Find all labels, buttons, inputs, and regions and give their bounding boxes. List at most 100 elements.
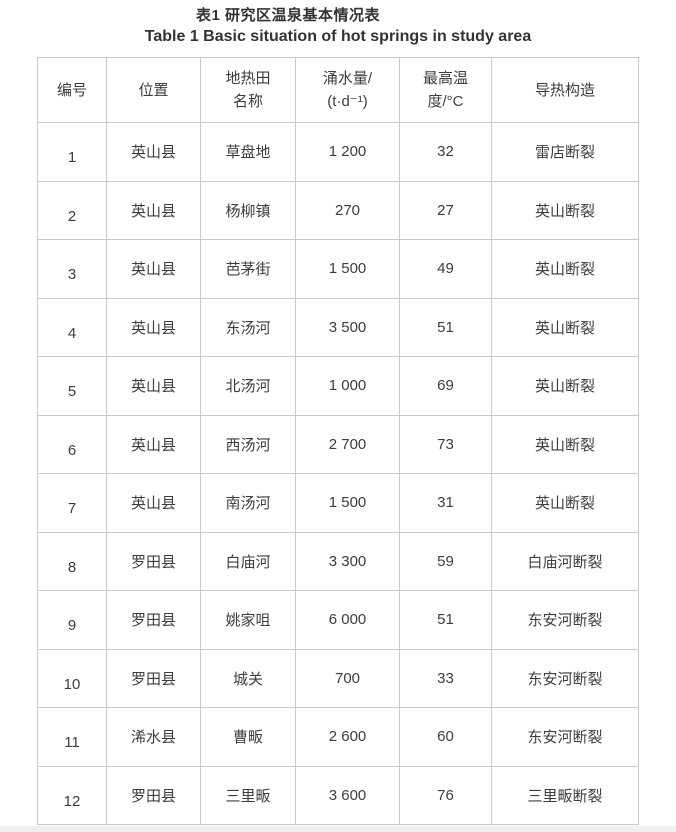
table-row: 12 罗田县 三里畈 3 600 76 三里畈断裂	[37, 765, 639, 825]
cell-water-yield: 3 600	[295, 765, 400, 825]
cell-location: 罗田县	[106, 590, 201, 650]
cell-water-yield: 6 000	[295, 590, 400, 650]
table-row: 8 罗田县 白庙河 3 300 59 白庙河断裂	[37, 531, 639, 591]
cell-max-temp: 73	[399, 414, 492, 474]
cell-number: 4	[37, 297, 107, 357]
cell-number: 7	[37, 473, 107, 533]
cell-location: 英山县	[106, 122, 201, 182]
table-row: 1 英山县 草盘地 1 200 32 雷店断裂	[37, 122, 639, 182]
cell-field-name: 曹畈	[200, 707, 296, 767]
cell-max-temp: 32	[399, 122, 492, 182]
cell-water-yield: 3 500	[295, 297, 400, 357]
cell-max-temp: 31	[399, 473, 492, 533]
table-body: 1 英山县 草盘地 1 200 32 雷店断裂 2 英山县 杨柳镇 270 27 英山断裂 3 英山县 芭茅…	[37, 122, 639, 825]
cell-field-name: 姚家咀	[200, 590, 296, 650]
cell-structure: 英山断裂	[491, 414, 639, 474]
cell-location: 浠水县	[106, 707, 201, 767]
col-header-line: 地热田	[225, 70, 271, 87]
cell-number: 9	[37, 590, 107, 650]
table-row: 9 罗田县 姚家咀 6 000 51 东安河断裂	[37, 590, 639, 650]
table-row: 7 英山县 南汤河 1 500 31 英山断裂	[37, 473, 639, 533]
col-header-line: 度/°C	[427, 93, 464, 110]
cell-max-temp: 51	[399, 590, 492, 650]
cell-number: 12	[37, 765, 107, 825]
cell-number: 6	[37, 414, 107, 474]
cell-water-yield: 1 500	[295, 473, 400, 533]
table-row: 4 英山县 东汤河 3 500 51 英山断裂	[37, 297, 639, 357]
cell-water-yield: 1 200	[295, 122, 400, 182]
cell-water-yield: 270	[295, 180, 400, 240]
col-header-line: 涌水量/	[322, 70, 373, 87]
cell-structure: 三里畈断裂	[491, 765, 639, 825]
cell-water-yield: 1 000	[295, 356, 400, 416]
cell-max-temp: 69	[399, 356, 492, 416]
cell-structure: 英山断裂	[491, 239, 639, 299]
cell-structure: 白庙河断裂	[491, 531, 639, 591]
cell-field-name: 北汤河	[200, 356, 296, 416]
col-header-location: 位置	[106, 57, 201, 123]
cell-field-name: 杨柳镇	[200, 180, 296, 240]
cell-max-temp: 60	[399, 707, 492, 767]
page-bottom-strip	[0, 826, 676, 832]
table-row: 3 英山县 芭茅街 1 500 49 英山断裂	[37, 239, 639, 299]
col-header-line: 编号	[56, 81, 87, 99]
cell-structure: 英山断裂	[491, 473, 639, 533]
cell-location: 英山县	[106, 180, 201, 240]
col-header-max-temp: 最高温 度/°C	[399, 57, 492, 123]
col-header-structure: 导热构造	[491, 57, 639, 123]
cell-location: 英山县	[106, 414, 201, 474]
hot-springs-table: 编号 位置 地热田 名称 涌水量/ (t·d⁻¹) 最高温 度/°C 导热构造	[37, 57, 639, 825]
col-header-line: 名称	[232, 93, 263, 110]
cell-max-temp: 51	[399, 297, 492, 357]
cell-structure: 东安河断裂	[491, 590, 639, 650]
table-caption-en: Table 1 Basic situation of hot springs i…	[144, 28, 532, 45]
table-row: 10 罗田县 城关 700 33 东安河断裂	[37, 648, 639, 708]
cell-water-yield: 2 700	[295, 414, 400, 474]
cell-location: 英山县	[106, 356, 201, 416]
cell-location: 英山县	[106, 239, 201, 299]
cell-max-temp: 33	[399, 648, 492, 708]
col-header-number: 编号	[37, 57, 107, 123]
cell-field-name: 城关	[200, 648, 296, 708]
cell-structure: 雷店断裂	[491, 122, 639, 182]
cell-number: 2	[37, 180, 107, 240]
table-row: 2 英山县 杨柳镇 270 27 英山断裂	[37, 180, 639, 240]
cell-field-name: 南汤河	[200, 473, 296, 533]
cell-structure: 东安河断裂	[491, 648, 639, 708]
cell-number: 3	[37, 239, 107, 299]
cell-structure: 东安河断裂	[491, 707, 639, 767]
col-header-line: 位置	[138, 81, 169, 99]
table-row: 5 英山县 北汤河 1 000 69 英山断裂	[37, 356, 639, 416]
col-header-line: (t·d⁻¹)	[327, 93, 368, 110]
cell-structure: 英山断裂	[491, 297, 639, 357]
cell-location: 罗田县	[106, 765, 201, 825]
col-header-water-yield: 涌水量/ (t·d⁻¹)	[295, 57, 400, 123]
table-caption-zh: 表1 研究区温泉基本情况表	[195, 7, 380, 24]
cell-field-name: 三里畈	[200, 765, 296, 825]
cell-number: 10	[37, 648, 107, 708]
cell-structure: 英山断裂	[491, 356, 639, 416]
cell-location: 罗田县	[106, 648, 201, 708]
cell-number: 1	[37, 122, 107, 182]
cell-water-yield: 700	[295, 648, 400, 708]
cell-structure: 英山断裂	[491, 180, 639, 240]
cell-location: 罗田县	[106, 531, 201, 591]
cell-water-yield: 2 600	[295, 707, 400, 767]
cell-field-name: 草盘地	[200, 122, 296, 182]
cell-number: 5	[37, 356, 107, 416]
cell-field-name: 芭茅街	[200, 239, 296, 299]
col-header-line: 导热构造	[534, 81, 595, 99]
cell-field-name: 白庙河	[200, 531, 296, 591]
cell-field-name: 西汤河	[200, 414, 296, 474]
table-row: 6 英山县 西汤河 2 700 73 英山断裂	[37, 414, 639, 474]
cell-water-yield: 3 300	[295, 531, 400, 591]
table-row: 11 浠水县 曹畈 2 600 60 东安河断裂	[37, 707, 639, 767]
cell-max-temp: 49	[399, 239, 492, 299]
cell-water-yield: 1 500	[295, 239, 400, 299]
cell-max-temp: 59	[399, 531, 492, 591]
cell-location: 英山县	[106, 297, 201, 357]
col-header-field-name: 地热田 名称	[200, 57, 296, 123]
cell-max-temp: 27	[399, 180, 492, 240]
cell-number: 8	[37, 531, 107, 591]
col-header-line: 最高温	[422, 70, 468, 87]
